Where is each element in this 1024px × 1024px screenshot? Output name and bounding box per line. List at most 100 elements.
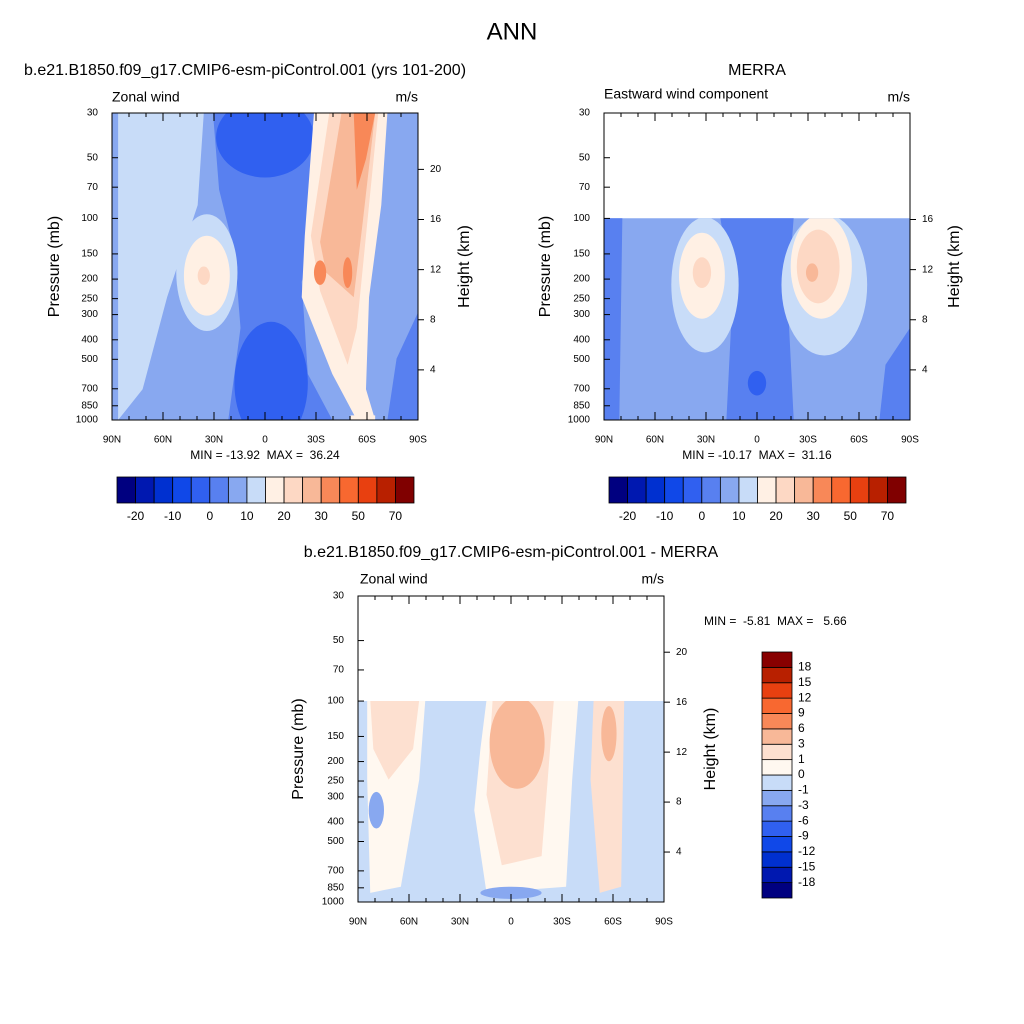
contour-field — [358, 700, 664, 902]
x-tick-label: 90S — [901, 435, 919, 446]
x-tick-label: 0 — [754, 435, 760, 446]
y-tick-label: 700 — [81, 383, 98, 394]
right-string: m/s — [395, 89, 418, 105]
colorbar-box — [868, 476, 888, 504]
x-tick-label: 60S — [358, 435, 376, 446]
contour-fill — [747, 370, 767, 396]
colorbar-box — [761, 820, 793, 837]
y2-tick-label: 4 — [922, 365, 928, 376]
contour-field — [112, 113, 418, 420]
colorbar-box — [664, 476, 684, 504]
colorbar-box — [357, 476, 378, 504]
panel-title: MERRA — [728, 62, 786, 79]
colorbar-box — [761, 682, 793, 699]
colorbar-box — [153, 476, 174, 504]
colorbar-box — [812, 476, 833, 504]
contour-fill — [353, 113, 376, 190]
x-tick-label: 90S — [409, 435, 427, 446]
colorbar-label: -20 — [619, 509, 637, 523]
colorbar-box — [761, 713, 793, 730]
y-tick-label: 850 — [327, 882, 344, 893]
contour-fill — [387, 312, 418, 420]
colorbar-label: -3 — [798, 798, 809, 812]
colorbar-box — [320, 476, 341, 504]
colorbar-label: 3 — [798, 736, 805, 750]
colorbar-box — [339, 476, 359, 504]
y-tick-label: 1000 — [76, 415, 99, 426]
contour-fill — [197, 266, 210, 285]
colorbar-label: 30 — [807, 509, 821, 523]
y-axis-label: Pressure (mb) — [537, 216, 554, 317]
colorbar-label: -18 — [798, 875, 816, 889]
y-tick-label: 70 — [87, 182, 99, 193]
contour-fill — [720, 218, 794, 420]
y-tick-label: 400 — [327, 817, 344, 828]
y-tick-label: 1000 — [322, 897, 345, 908]
colorbar-box — [227, 476, 248, 504]
colorbar-label: -10 — [656, 509, 674, 523]
colorbar-label: 15 — [798, 675, 812, 689]
contour-fill — [234, 321, 308, 420]
y2-tick-label: 8 — [676, 797, 682, 808]
colorbar-box — [376, 476, 396, 504]
colorbar-label: 12 — [798, 690, 812, 704]
colorbar-label: 70 — [881, 509, 895, 523]
colorbar-label: 50 — [844, 509, 858, 523]
y-tick-label: 150 — [327, 731, 344, 742]
colorbar-label: 1 — [798, 752, 805, 766]
colorbar-label: -20 — [127, 509, 145, 523]
colorbar-box — [608, 476, 628, 504]
colorbar-box — [757, 476, 777, 504]
colorbar-box — [395, 476, 415, 504]
colorbar-box — [135, 476, 155, 504]
contour-fill — [692, 257, 712, 288]
x-tick-label: 90N — [349, 917, 367, 928]
y2-tick-label: 16 — [922, 214, 934, 225]
contour-fill — [590, 700, 625, 893]
y-tick-label: 500 — [573, 354, 590, 365]
y-tick-label: 30 — [579, 108, 591, 119]
colorbar-label: -15 — [798, 859, 816, 873]
y-tick-label: 70 — [579, 182, 591, 193]
colorbar-box — [116, 476, 136, 504]
colorbar-box — [761, 789, 793, 807]
colorbar-box — [738, 476, 758, 504]
contour-fill — [350, 415, 376, 420]
x-tick-label: 0 — [262, 435, 268, 446]
y2-tick-label: 16 — [676, 697, 688, 708]
y2-tick-label: 8 — [922, 314, 928, 325]
x-tick-label: 30N — [451, 917, 469, 928]
y-tick-label: 100 — [573, 213, 590, 224]
y2-tick-label: 8 — [430, 314, 436, 325]
y-tick-label: 500 — [81, 354, 98, 365]
contour-fill — [796, 229, 840, 304]
contour-fill — [601, 706, 617, 762]
y-tick-label: 400 — [81, 334, 98, 345]
x-tick-label: 30S — [799, 435, 817, 446]
stats: MIN = -13.92 MAX = 36.24 — [190, 448, 340, 462]
y-tick-label: 50 — [579, 152, 591, 163]
right-string: m/s — [887, 89, 910, 105]
colorbar-label: 50 — [352, 509, 366, 523]
figure-title: ANN — [487, 18, 538, 45]
colorbar-box — [761, 851, 793, 868]
contour-fill — [118, 113, 204, 420]
y2-tick-label: 20 — [676, 647, 688, 658]
colorbar-box — [761, 697, 793, 714]
x-tick-label: 30N — [697, 435, 715, 446]
y-tick-label: 200 — [81, 274, 98, 285]
colorbar-label: -12 — [798, 844, 816, 858]
stats: MIN = -5.81 MAX = 5.66 — [704, 614, 847, 628]
y-tick-label: 300 — [327, 792, 344, 803]
y-tick-label: 30 — [333, 591, 345, 602]
contour-fill — [368, 791, 385, 829]
colorbar-box — [645, 476, 666, 504]
y2-tick-label: 4 — [676, 847, 682, 858]
x-tick-label: 30S — [553, 917, 571, 928]
y-tick-label: 700 — [327, 866, 344, 877]
left-string: Zonal wind — [360, 571, 428, 587]
stats: MIN = -10.17 MAX = 31.16 — [682, 448, 832, 462]
contour-fill — [604, 218, 623, 420]
x-tick-label: 90S — [655, 917, 673, 928]
y-tick-label: 850 — [81, 400, 98, 411]
